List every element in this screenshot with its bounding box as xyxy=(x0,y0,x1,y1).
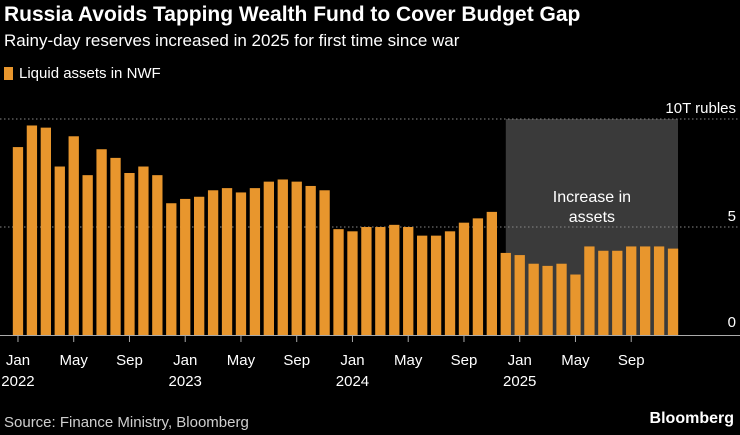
bar-0 xyxy=(12,147,24,335)
x-tick-year-12: 2023 xyxy=(169,373,202,390)
bar-34 xyxy=(486,211,498,335)
bar-41 xyxy=(584,246,595,335)
x-tick-month-32: Sep xyxy=(451,352,478,369)
bar-40 xyxy=(570,274,581,335)
bar-13 xyxy=(193,196,205,335)
x-tick-year-0: 2022 xyxy=(1,373,34,390)
y-tick-label-5: 5 xyxy=(728,208,736,225)
x-tick-month-8: Sep xyxy=(116,352,143,369)
bar-3 xyxy=(54,166,65,335)
bar-8 xyxy=(124,173,135,335)
x-tick-month-0: Jan xyxy=(6,352,30,369)
x-tick-month-24: Jan xyxy=(340,352,364,369)
y-tick-label-10: 10T rubles xyxy=(665,100,736,117)
bar-47 xyxy=(667,248,679,335)
bar-21 xyxy=(305,185,316,335)
x-tick-month-28: May xyxy=(394,352,423,369)
bar-18 xyxy=(263,181,275,335)
x-tick-year-36: 2025 xyxy=(503,373,536,390)
bar-6 xyxy=(96,149,107,335)
chart-subtitle: Rainy-day reserves increased in 2025 for… xyxy=(4,31,460,50)
bar-32 xyxy=(458,222,470,335)
bar-44 xyxy=(626,246,637,335)
y-tick-label-0: 0 xyxy=(728,314,736,331)
x-tick-year-24: 2024 xyxy=(336,373,369,390)
bar-11 xyxy=(166,203,177,335)
bar-36 xyxy=(514,255,525,335)
annotation-text-1: assets xyxy=(569,209,615,226)
bar-33 xyxy=(472,218,484,335)
bar-27 xyxy=(389,224,400,335)
legend-label: Liquid assets in NWF xyxy=(19,65,161,82)
bar-24 xyxy=(347,231,358,335)
bar-46 xyxy=(653,246,665,335)
bar-26 xyxy=(375,227,386,335)
bar-16 xyxy=(235,192,247,335)
legend: Liquid assets in NWF xyxy=(4,65,161,82)
bar-37 xyxy=(528,263,539,335)
bar-29 xyxy=(416,235,428,335)
x-tick-month-36: Jan xyxy=(508,352,532,369)
bar-chart: 10T rubles 5 0 Increase in assets Jan 2022 May S… xyxy=(0,100,740,390)
bar-7 xyxy=(110,157,121,335)
bar-25 xyxy=(361,227,372,335)
bar-23 xyxy=(333,229,344,335)
bar-2 xyxy=(40,127,52,335)
bar-20 xyxy=(291,181,302,335)
bar-35 xyxy=(500,252,511,335)
bloomberg-logo: Bloomberg xyxy=(649,410,734,427)
x-tick-month-20: Sep xyxy=(283,352,310,369)
bar-42 xyxy=(598,250,609,335)
bar-22 xyxy=(319,190,330,335)
x-tick-month-40: May xyxy=(561,352,590,369)
legend-swatch xyxy=(4,67,13,80)
x-tick-month-12: Jan xyxy=(173,352,197,369)
bar-1 xyxy=(26,125,38,335)
bar-5 xyxy=(82,175,93,335)
bar-38 xyxy=(542,265,553,335)
x-tick-month-16: May xyxy=(227,352,256,369)
bar-10 xyxy=(152,175,163,335)
chart-title: Russia Avoids Tapping Wealth Fund to Cov… xyxy=(4,3,581,26)
bar-14 xyxy=(207,190,219,335)
bar-39 xyxy=(556,263,567,335)
bar-28 xyxy=(403,227,414,335)
bar-9 xyxy=(138,166,149,335)
bar-19 xyxy=(277,179,288,335)
annotation-text-0: Increase in xyxy=(553,189,631,206)
bar-12 xyxy=(180,198,191,335)
source-note: Source: Finance Ministry, Bloomberg xyxy=(4,414,249,431)
bar-31 xyxy=(444,231,456,335)
bar-17 xyxy=(249,188,261,335)
x-tick-month-44: Sep xyxy=(618,352,645,369)
bar-30 xyxy=(430,235,442,335)
bar-43 xyxy=(612,250,623,335)
bar-4 xyxy=(68,136,79,335)
x-tick-month-4: May xyxy=(60,352,89,369)
bar-15 xyxy=(221,188,233,335)
bar-45 xyxy=(639,246,651,335)
